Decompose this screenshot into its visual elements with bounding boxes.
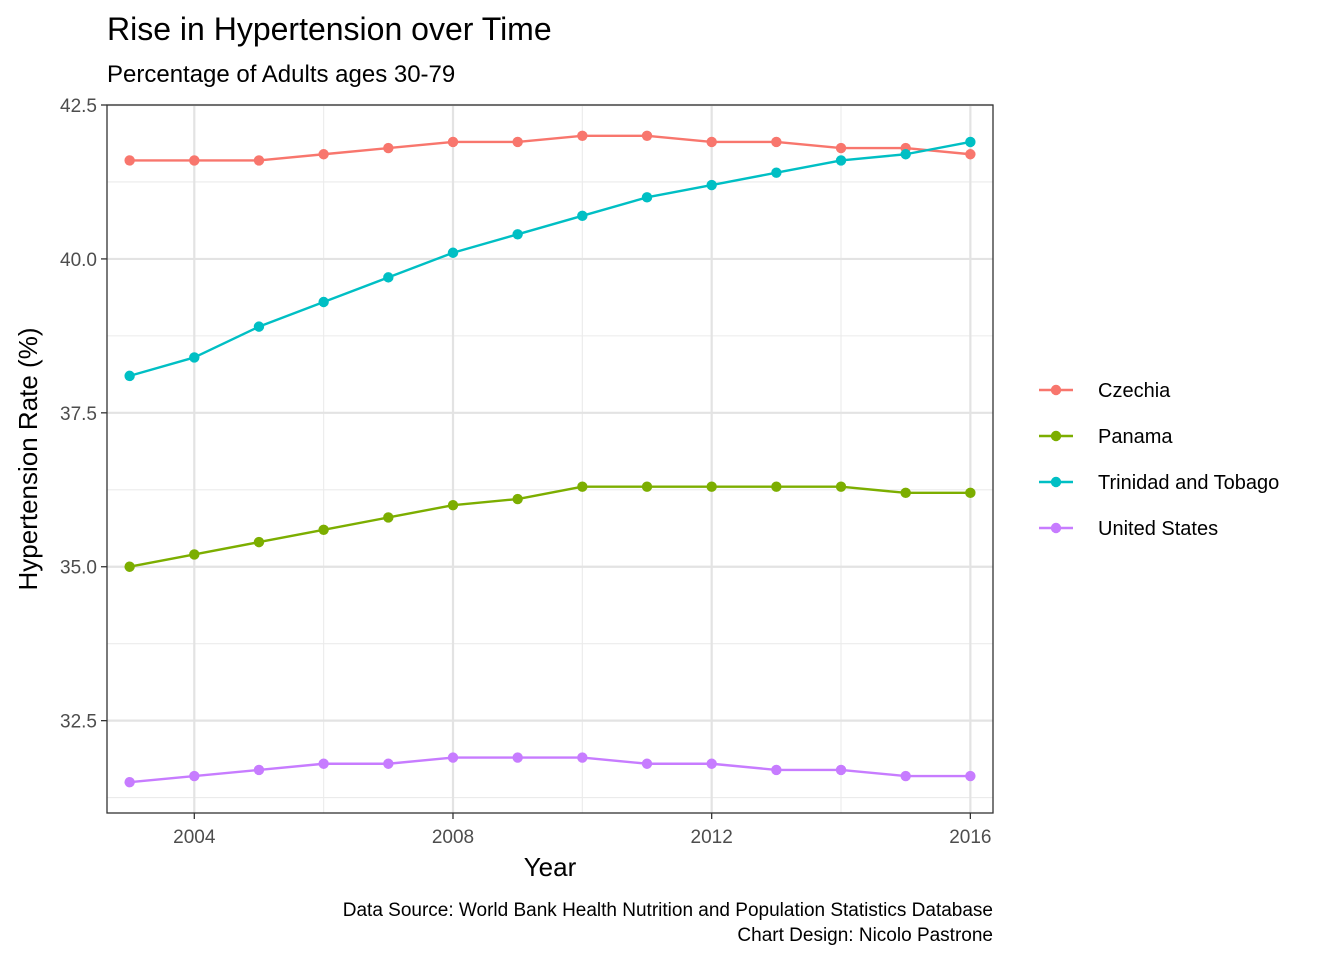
plot-panel xyxy=(106,103,994,814)
series-czechia xyxy=(124,130,976,166)
data-point xyxy=(253,155,265,166)
data-point xyxy=(447,752,459,763)
data-point xyxy=(577,210,588,222)
data-point xyxy=(771,167,782,178)
data-point xyxy=(512,136,523,148)
plot-background xyxy=(107,105,993,813)
legend-label: United States xyxy=(1098,518,1218,540)
y-tick-label: 37.5 xyxy=(60,404,97,425)
legend-key-point xyxy=(1050,384,1062,396)
y-axis: 32.5 35.0 37.5 40.0 42.5 xyxy=(60,96,107,733)
chart-subtitle: Percentage of Adults ages 30-79 xyxy=(107,61,455,88)
data-point xyxy=(706,179,717,191)
y-tick-label: 32.5 xyxy=(60,712,97,733)
data-point xyxy=(771,481,782,492)
x-axis: 2004 2008 2012 2016 xyxy=(173,813,992,848)
legend-item: Czechia xyxy=(1039,380,1171,402)
data-point xyxy=(900,487,911,499)
series-line xyxy=(129,134,971,162)
data-point xyxy=(189,352,200,363)
legend: Czechia Panama Trinidad and Tobago United S… xyxy=(1039,380,1279,540)
data-point xyxy=(641,130,653,141)
data-point xyxy=(512,229,523,240)
legend-item: United States xyxy=(1039,518,1218,540)
x-tick-label: 2012 xyxy=(691,827,733,848)
data-point xyxy=(189,155,200,166)
data-point xyxy=(512,752,523,763)
data-point xyxy=(447,499,459,511)
series-line xyxy=(129,140,971,378)
data-point xyxy=(965,149,976,160)
series-line xyxy=(129,756,971,784)
x-axis-title: Year xyxy=(524,852,577,882)
data-point xyxy=(641,192,653,203)
y-tick-label: 42.5 xyxy=(60,96,97,117)
y-axis-title: Hypertension Rate (%) xyxy=(13,328,43,591)
series-panama xyxy=(124,481,976,572)
data-point xyxy=(124,155,135,166)
data-point xyxy=(771,136,782,148)
data-point xyxy=(706,758,717,769)
data-point xyxy=(124,561,135,572)
data-point xyxy=(577,130,588,141)
data-point xyxy=(706,481,717,492)
data-point xyxy=(253,536,265,548)
legend-item: Panama xyxy=(1039,426,1173,448)
data-point xyxy=(641,481,653,492)
y-tick-label: 40.0 xyxy=(60,250,97,271)
x-tick-label: 2008 xyxy=(432,827,474,848)
data-point xyxy=(835,481,847,492)
data-point xyxy=(835,155,847,166)
legend-label: Panama xyxy=(1098,426,1173,448)
data-point xyxy=(577,752,588,763)
data-point xyxy=(835,142,847,154)
data-point xyxy=(577,481,588,492)
x-tick-label: 2016 xyxy=(949,827,991,848)
series-united-states xyxy=(124,752,976,788)
legend-label: Czechia xyxy=(1098,380,1171,402)
data-point xyxy=(512,493,523,505)
data-point xyxy=(383,512,394,523)
data-point xyxy=(965,487,976,499)
data-point xyxy=(318,524,329,535)
data-point xyxy=(383,272,394,283)
legend-item: Trinidad and Tobago xyxy=(1039,472,1279,494)
caption-design: Chart Design: Nicolo Pastrone xyxy=(737,925,993,946)
x-tick-label: 2004 xyxy=(173,827,216,848)
legend-key-point xyxy=(1050,476,1062,488)
data-point xyxy=(253,321,265,332)
data-point xyxy=(318,149,329,160)
data-point xyxy=(124,777,135,788)
legend-key-point xyxy=(1050,430,1062,442)
data-point xyxy=(447,247,459,258)
legend-label: Trinidad and Tobago xyxy=(1098,472,1279,494)
data-point xyxy=(835,764,847,776)
data-point xyxy=(189,770,200,782)
data-point xyxy=(318,296,329,308)
caption-source: Data Source: World Bank Health Nutrition… xyxy=(343,900,993,921)
data-point xyxy=(641,758,653,769)
data-point xyxy=(124,370,135,382)
data-point xyxy=(771,764,782,776)
plot-border xyxy=(106,104,994,814)
data-point xyxy=(900,149,911,160)
data-point xyxy=(318,758,329,769)
data-point xyxy=(383,142,394,154)
data-point xyxy=(706,136,717,148)
y-tick-label: 35.0 xyxy=(60,558,97,579)
data-point xyxy=(189,549,200,560)
data-point xyxy=(447,136,459,148)
legend-key-point xyxy=(1050,522,1062,534)
series-trinidad-and-tobago xyxy=(124,136,976,382)
data-point xyxy=(965,136,976,148)
data-point xyxy=(965,770,976,782)
series-line xyxy=(129,485,971,568)
data-point xyxy=(383,758,394,769)
data-point xyxy=(253,764,265,776)
chart-title: Rise in Hypertension over Time xyxy=(107,11,552,47)
data-point xyxy=(900,770,911,782)
